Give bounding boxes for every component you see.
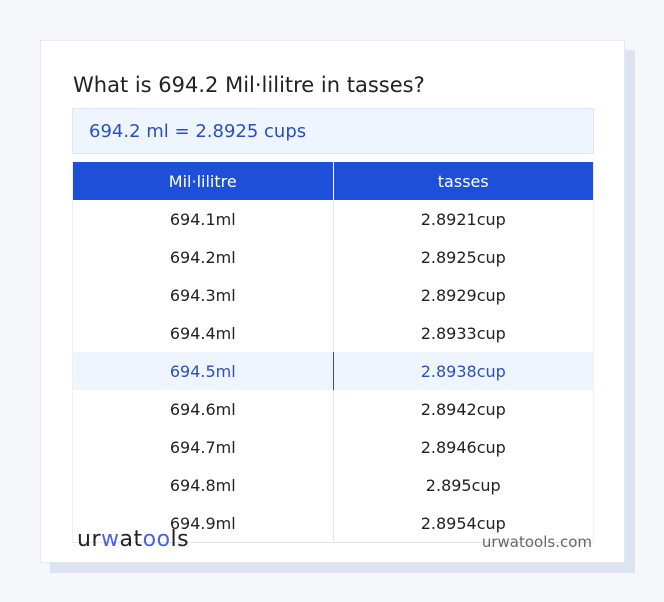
table-row: 694.8ml 2.895cup <box>72 466 594 504</box>
tasses-cell: 2.8933cup <box>420 323 506 343</box>
tasses-cell: 2.8938cup <box>333 352 594 390</box>
tasses-cell: 2.8954cup <box>333 504 594 543</box>
table-row: 694.5ml 2.8938cup <box>72 352 594 390</box>
table-row: 694.1ml 2.8921cup <box>72 200 594 238</box>
site-domain[interactable]: urwatools.com <box>481 533 592 551</box>
table-row: 694.2ml 2.8925cup <box>72 238 594 276</box>
conversion-table: Mil·lilitre tasses 694.1ml 2.8921cup 694.2… <box>72 162 594 543</box>
tasses-cell: 2.8921cup <box>420 209 506 229</box>
column-header-tasses: tasses <box>333 162 594 200</box>
tasses-cell: 2.8925cup <box>420 247 506 267</box>
tasses-cell: 2.8942cup <box>420 399 506 419</box>
millilitre-cell: 694.6ml <box>72 390 334 428</box>
page-title: What is 694.2 Mil·lilitre in tasses? <box>73 73 425 97</box>
millilitre-cell: 694.1ml <box>72 200 334 238</box>
millilitre-cell: 694.5ml <box>72 352 334 390</box>
millilitre-cell: 694.8ml <box>72 466 334 504</box>
converter-card: What is 694.2 Mil·lilitre in tasses? 694… <box>40 40 625 563</box>
table-row: 694.4ml 2.8933cup <box>72 314 594 352</box>
column-header-millilitre: Mil·lilitre <box>72 162 334 200</box>
millilitre-cell: 694.2ml <box>72 238 334 276</box>
conversion-result: 694.2 ml = 2.8925 cups <box>72 108 594 154</box>
table-row: 694.6ml 2.8942cup <box>72 390 594 428</box>
tasses-cell: 2.8929cup <box>420 285 506 305</box>
tasses-cell: 2.8946cup <box>420 437 506 457</box>
table-row: 694.3ml 2.8929cup <box>72 276 594 314</box>
millilitre-cell: 694.4ml <box>72 314 334 352</box>
millilitre-cell: 694.7ml <box>72 428 334 466</box>
tasses-cell: 2.895cup <box>425 475 501 495</box>
millilitre-cell: 694.3ml <box>72 276 334 314</box>
table-row: 694.9ml 2.8954cup <box>72 504 594 543</box>
millilitre-cell: 694.9ml <box>72 504 334 543</box>
urwatools-logo[interactable]: urwatools <box>77 527 190 552</box>
table-row: 694.7ml 2.8946cup <box>72 428 594 466</box>
